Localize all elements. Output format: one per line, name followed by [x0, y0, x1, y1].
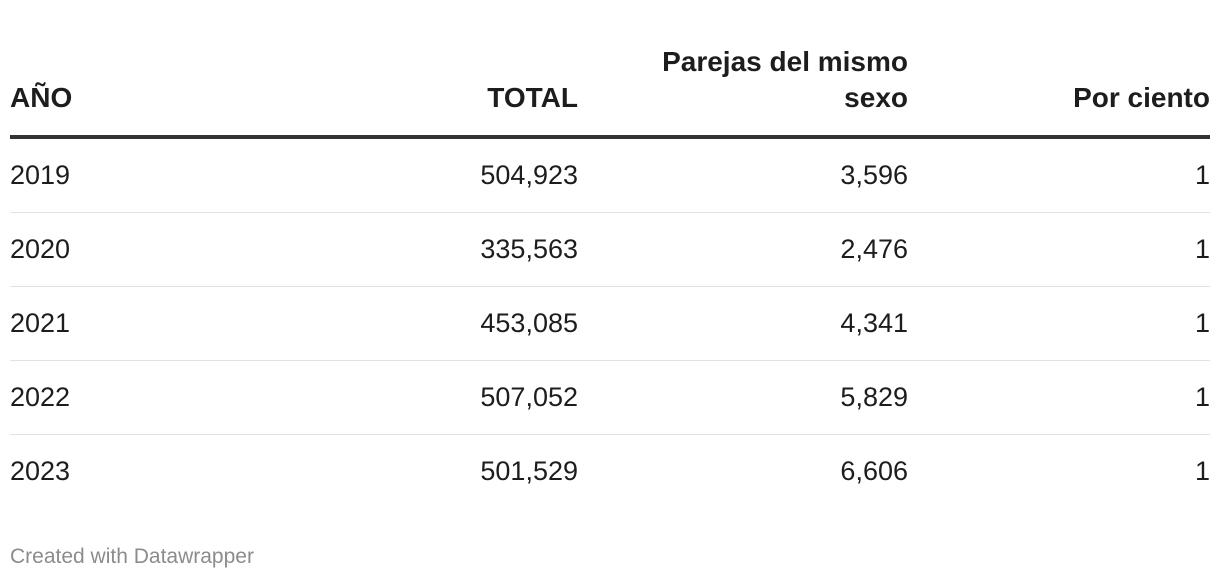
column-header-year[interactable]: AÑO	[10, 44, 260, 139]
table-row: 2023 501,529 6,606 1	[10, 435, 1210, 509]
column-header-total-label: TOTAL	[487, 82, 578, 113]
table-row: 2021 453,085 4,341 1	[10, 286, 1210, 361]
credit-footer[interactable]: Created with Datawrapper	[10, 545, 254, 569]
column-header-percent-label: Por ciento	[1073, 82, 1210, 113]
cell-percent: 1	[908, 360, 1210, 435]
column-header-total[interactable]: TOTAL	[260, 44, 578, 139]
cell-year: 2021	[10, 286, 260, 361]
column-header-year-label: AÑO	[10, 82, 73, 113]
cell-parejas: 3,596	[578, 137, 908, 213]
cell-parejas: 5,829	[578, 360, 908, 435]
cell-year: 2023	[10, 456, 71, 486]
table-row: 2019 504,923 3,596 1	[10, 137, 1210, 213]
column-header-parejas-label: Parejas del mismo sexo	[662, 46, 908, 113]
cell-percent: 1	[908, 212, 1210, 287]
cell-percent: 1	[1194, 456, 1210, 486]
cell-total: 501,529	[480, 456, 578, 486]
column-header-parejas[interactable]: Parejas del mismo sexo	[578, 44, 908, 139]
cell-total: 504,923	[260, 137, 578, 213]
cell-total: 507,052	[260, 360, 578, 435]
cell-percent: 1	[908, 137, 1210, 213]
cell-total: 453,085	[260, 286, 578, 361]
table-row: 2020 335,563 2,476 1	[10, 212, 1210, 287]
data-table-container: AÑO TOTAL Parejas del mismo sexo Por cie…	[10, 44, 1210, 508]
data-table: AÑO TOTAL Parejas del mismo sexo Por cie…	[10, 44, 1210, 508]
cell-year: 2019	[10, 137, 260, 213]
cell-parejas: 2,476	[578, 212, 908, 287]
cell-percent: 1	[908, 286, 1210, 361]
cell-parejas: 4,341	[578, 286, 908, 361]
cell-year: 2022	[10, 360, 260, 435]
column-header-percent[interactable]: Por ciento	[908, 44, 1210, 139]
header-row: AÑO TOTAL Parejas del mismo sexo Por cie…	[10, 44, 1210, 139]
cell-year: 2020	[10, 212, 260, 287]
cell-total: 335,563	[260, 212, 578, 287]
credit-label: Created with Datawrapper	[10, 545, 254, 568]
cell-parejas: 6,606	[840, 456, 908, 486]
table-row: 2022 507,052 5,829 1	[10, 360, 1210, 435]
